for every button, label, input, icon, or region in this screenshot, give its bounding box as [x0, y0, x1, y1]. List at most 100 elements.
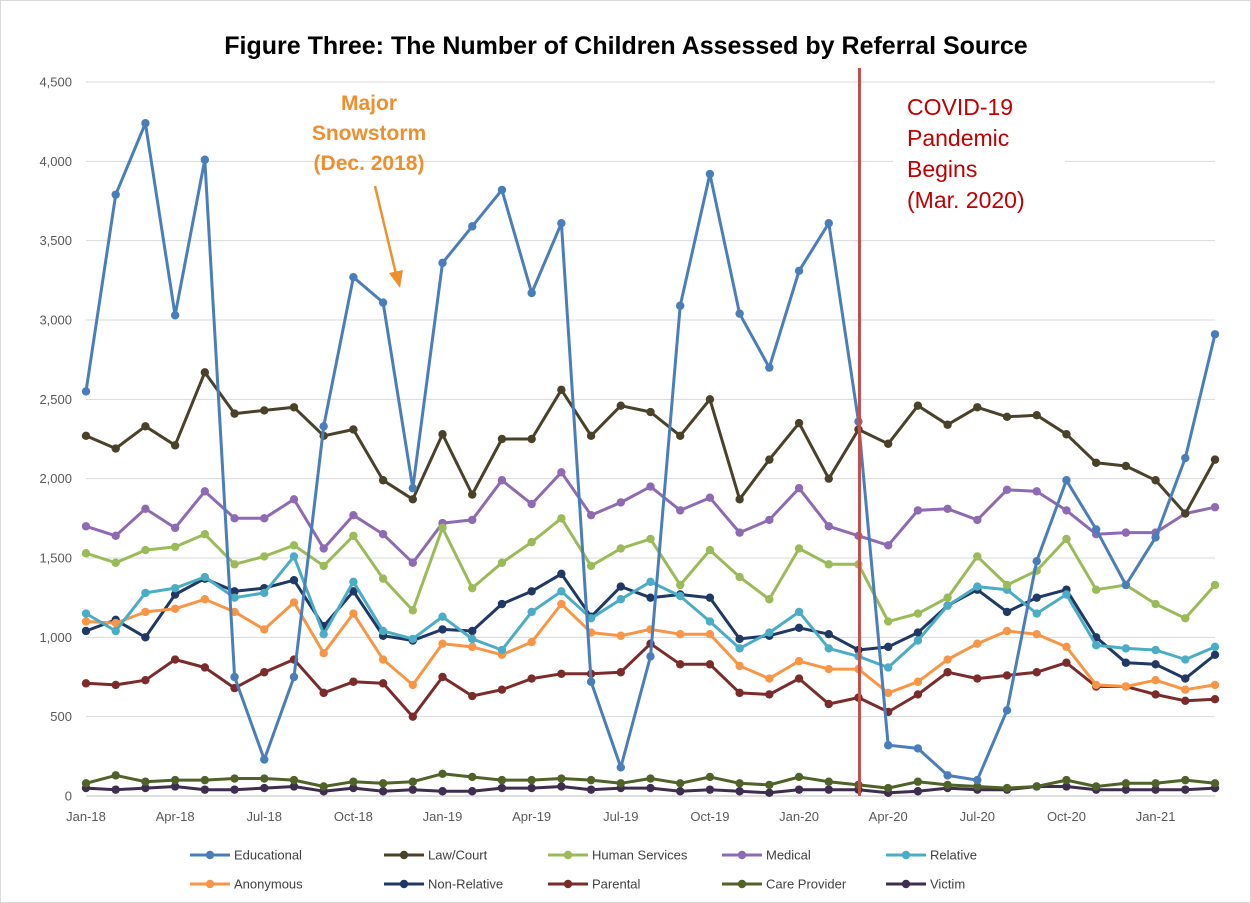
- covid-annotation-line: COVID-19: [907, 94, 1013, 120]
- data-point-victim: [200, 785, 210, 794]
- data-point-care-provider: [111, 771, 120, 780]
- legend-label: Care Provider: [766, 877, 847, 892]
- data-point-care-provider: [170, 775, 180, 785]
- data-point-care-provider: [1032, 782, 1041, 791]
- data-point-non-relative: [557, 569, 566, 579]
- data-point-anonymous: [1210, 680, 1220, 690]
- data-point-relative: [1151, 645, 1160, 655]
- data-point-law-court: [1062, 430, 1071, 439]
- data-point-educational: [646, 652, 655, 661]
- data-point-law-court: [943, 420, 952, 429]
- data-point-human-services: [1210, 580, 1220, 590]
- data-point-medical: [230, 514, 239, 523]
- data-point-relative: [824, 644, 833, 653]
- data-point-human-services: [1062, 534, 1071, 544]
- data-point-law-court: [1151, 476, 1160, 485]
- data-point-relative: [408, 634, 418, 644]
- data-point-relative: [260, 588, 269, 598]
- data-point-relative: [676, 591, 685, 601]
- data-point-medical: [616, 498, 625, 507]
- legend-swatch-marker: [737, 879, 747, 889]
- data-point-non-relative: [1181, 674, 1190, 683]
- data-point-human-services: [616, 544, 625, 553]
- data-point-victim: [646, 783, 655, 793]
- data-point-anonymous: [378, 655, 388, 664]
- y-tick-label: 4,000: [39, 154, 72, 169]
- data-point-human-services: [824, 560, 833, 569]
- data-point-educational: [438, 258, 447, 268]
- data-point-non-relative: [1032, 593, 1041, 602]
- legend-item-law-court: Law/Court: [384, 848, 488, 863]
- data-point-relative: [586, 614, 596, 623]
- covid-annotation-line: (Mar. 2020): [907, 187, 1025, 213]
- data-point-care-provider: [943, 780, 952, 790]
- data-point-care-provider: [1062, 775, 1071, 785]
- data-point-parental: [378, 679, 388, 688]
- data-point-relative: [81, 609, 91, 618]
- data-point-human-services: [765, 595, 774, 604]
- data-point-non-relative: [1151, 660, 1160, 669]
- data-point-parental: [794, 674, 804, 683]
- data-point-anonymous: [765, 674, 774, 683]
- x-tick-label: Jan-20: [779, 809, 819, 824]
- y-tick-label: 500: [50, 709, 72, 724]
- data-point-medical: [289, 495, 299, 504]
- y-tick-label: 1,000: [39, 630, 72, 645]
- legend-item-non-relative: Non-Relative: [384, 877, 503, 892]
- data-point-relative: [289, 552, 299, 561]
- data-point-human-services: [200, 530, 210, 539]
- data-point-non-relative: [468, 626, 477, 636]
- data-point-anonymous: [616, 631, 625, 640]
- data-point-anonymous: [1062, 642, 1071, 652]
- data-point-anonymous: [81, 617, 91, 626]
- data-point-law-court: [646, 407, 655, 417]
- data-point-victim: [468, 787, 477, 796]
- data-point-relative: [111, 626, 120, 636]
- covid-annotation-box: [893, 88, 1065, 240]
- data-point-law-court: [497, 434, 507, 444]
- data-point-victim: [289, 782, 299, 791]
- data-point-victim: [408, 785, 418, 794]
- data-point-victim: [230, 785, 239, 794]
- data-point-anonymous: [973, 639, 982, 648]
- data-point-non-relative: [794, 623, 804, 633]
- x-tick-label: Jan-18: [66, 809, 106, 824]
- data-point-educational: [1002, 706, 1012, 715]
- data-point-educational: [378, 298, 388, 307]
- legend-item-relative: Relative: [886, 848, 977, 863]
- data-point-law-court: [1121, 461, 1131, 471]
- data-point-educational: [81, 387, 91, 396]
- legend-item-medical: Medical: [722, 848, 811, 863]
- data-point-care-provider: [289, 775, 299, 785]
- data-point-law-court: [705, 395, 715, 404]
- data-point-anonymous: [676, 629, 685, 639]
- data-point-anonymous: [705, 629, 715, 639]
- data-point-law-court: [883, 439, 893, 448]
- data-point-human-services: [527, 537, 536, 547]
- data-point-educational: [586, 677, 596, 686]
- data-point-victim: [349, 783, 358, 793]
- data-point-anonymous: [1002, 626, 1012, 636]
- data-point-non-relative: [824, 629, 833, 639]
- data-point-human-services: [438, 523, 447, 533]
- data-point-non-relative: [705, 593, 715, 602]
- data-point-anonymous: [1121, 682, 1131, 691]
- data-point-law-court: [141, 422, 150, 431]
- x-tick-label: Jul-18: [247, 809, 282, 824]
- data-point-non-relative: [616, 582, 625, 591]
- data-point-anonymous: [1151, 675, 1160, 685]
- data-point-anonymous: [349, 609, 358, 618]
- data-point-human-services: [735, 572, 744, 582]
- data-point-educational: [1210, 330, 1220, 339]
- y-tick-label: 2,000: [39, 471, 72, 486]
- data-point-educational: [824, 219, 833, 228]
- data-point-human-services: [468, 583, 477, 593]
- data-point-non-relative: [1002, 607, 1012, 617]
- legend-label: Victim: [930, 877, 965, 892]
- data-point-law-court: [81, 431, 91, 441]
- snowstorm-annotation-line: Major: [341, 92, 397, 115]
- data-point-medical: [735, 528, 744, 537]
- data-point-law-court: [111, 444, 120, 453]
- data-point-anonymous: [260, 625, 269, 634]
- series-educational: [81, 119, 1220, 785]
